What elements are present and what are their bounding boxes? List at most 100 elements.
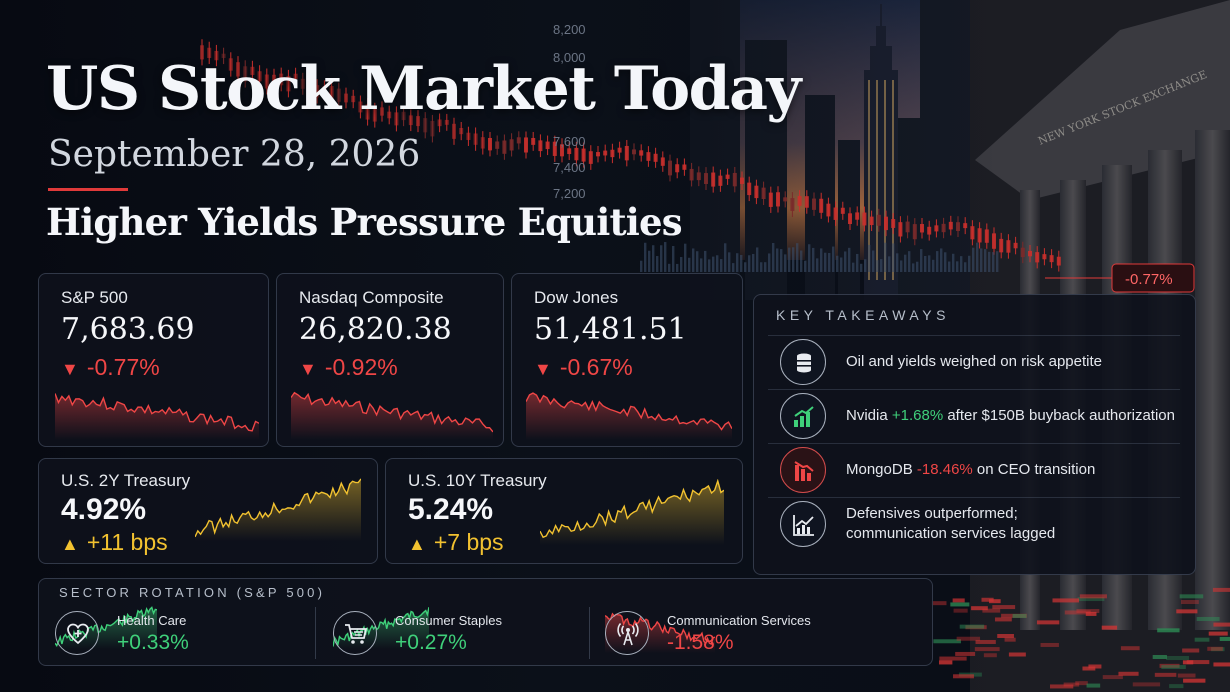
takeaway-item[interactable]: MongoDB -18.46% on CEO transition	[768, 443, 1180, 495]
accent-rule	[48, 188, 128, 191]
bg-volume-bar	[668, 263, 671, 272]
bg-candle	[416, 116, 420, 127]
index-name: Dow Jones	[534, 288, 619, 307]
takeaway-item[interactable]: Defensives outperformed; communication s…	[768, 497, 1180, 549]
sector-rotation-panel: SECTOR ROTATION (S&P 500) Health Care +0…	[38, 578, 933, 666]
sector-name: Consumer Staples	[395, 613, 502, 628]
bg-ticker-light	[1050, 684, 1074, 689]
bg-ticker-light	[994, 617, 1012, 622]
index-value: 7,683.69	[61, 312, 195, 347]
bg-ticker-light	[1077, 597, 1105, 602]
bg-ticker-light	[1207, 646, 1223, 651]
bg-candle	[819, 198, 824, 213]
treasury-card-10y[interactable]: U.S. 10Y Treasury 5.24% ▲ +7 bps	[385, 458, 743, 564]
bg-candle	[329, 86, 334, 101]
index-card-sp500[interactable]: S&P 500 7,683.69 ▼ -0.77%	[38, 273, 269, 447]
treasury-change-value: +11 bps	[86, 529, 168, 555]
bg-candle	[876, 214, 881, 226]
sector-divider	[589, 607, 590, 659]
treasury-name: U.S. 10Y Treasury	[408, 471, 547, 490]
sector-name: Communication Services	[667, 613, 811, 628]
bg-volume-bar	[944, 252, 947, 272]
bg-candle	[336, 88, 341, 102]
bg-candle	[704, 173, 708, 184]
bg-volume-bar	[744, 262, 747, 272]
treasury-card-2y[interactable]: U.S. 2Y Treasury 4.92% ▲ +11 bps	[38, 458, 378, 564]
down-arrow-icon: ▼	[534, 359, 552, 379]
bg-candle	[257, 71, 262, 82]
bg-candle	[509, 139, 514, 151]
bg-candle	[848, 213, 852, 225]
bg-volume-bar	[748, 255, 751, 272]
bg-volume-bar	[680, 257, 683, 272]
bg-ticker-light	[1219, 636, 1230, 641]
bg-ticker-light	[1159, 663, 1180, 668]
sector-item-consumer-staples[interactable]: Consumer Staples +0.27%	[332, 605, 583, 661]
bg-candle	[236, 62, 240, 77]
sparkline-area	[55, 393, 259, 440]
bg-candle	[358, 101, 363, 113]
bg-candle	[228, 58, 233, 71]
bg-candle	[1042, 254, 1047, 260]
bg-ticker-light	[1179, 594, 1204, 599]
down-arrow-icon: ▼	[61, 359, 79, 379]
bg-candle	[560, 144, 564, 157]
bg-ticker-light	[1075, 681, 1088, 686]
bg-volume-bar	[908, 251, 911, 272]
bg-candle	[617, 147, 622, 153]
bg-ticker-light	[1040, 642, 1059, 647]
bg-volume-bar	[960, 256, 963, 272]
bg-volume-bar	[764, 262, 767, 272]
subhead: Higher Yields Pressure Equities	[46, 200, 683, 244]
bg-candle	[956, 222, 960, 231]
bg-ticker-light	[992, 605, 1016, 610]
sector-value: -1.58%	[667, 631, 734, 654]
index-name: S&P 500	[61, 288, 128, 307]
takeaway-text-line: communication services lagged	[846, 525, 1056, 542]
takeaway-text-part: Nvidia	[846, 407, 892, 424]
bg-volume-bar	[904, 254, 907, 272]
bg-candle	[351, 95, 356, 103]
bg-candle	[941, 223, 946, 233]
bg-axis-label: 7,400	[553, 160, 586, 175]
index-card-nasdaq[interactable]: Nasdaq Composite 26,820.38 ▼ -0.92%	[276, 273, 504, 447]
index-card-dow[interactable]: Dow Jones 51,481.51 ▼ -0.67%	[511, 273, 743, 447]
bg-ticker-light	[953, 674, 974, 679]
bg-candle	[812, 198, 816, 210]
bg-candle	[768, 192, 773, 207]
bg-candle	[718, 175, 723, 186]
sector-item-health-care[interactable]: Health Care +0.33%	[54, 605, 315, 661]
bg-volume-bar	[716, 255, 719, 272]
bg-candle	[711, 172, 716, 187]
bg-candle	[1035, 252, 1040, 263]
bg-ticker-light	[983, 653, 997, 658]
bg-ticker-light	[1213, 662, 1230, 667]
bg-ticker-light	[1154, 672, 1177, 677]
takeaway-item[interactable]: Nvidia +1.68% after $150B buyback author…	[768, 389, 1180, 441]
bg-volume-bar	[972, 247, 975, 272]
bg-volume-bar	[788, 247, 791, 272]
bg-candle	[480, 137, 485, 149]
takeaway-text: MongoDB -18.46% on CEO transition	[846, 460, 1176, 480]
bg-ticker-light	[1161, 665, 1186, 670]
takeaway-item[interactable]: Oil and yields weighed on risk appetite	[768, 335, 1180, 387]
bg-volume-bar	[876, 260, 879, 272]
bg-candle	[394, 112, 399, 126]
sector-item-communication-services[interactable]: Communication Services -1.58%	[604, 605, 925, 661]
bg-volume-bar	[924, 256, 927, 272]
bg-candle	[315, 85, 320, 98]
bg-volume-bar	[672, 245, 675, 272]
bg-ticker-light	[1166, 656, 1190, 661]
bg-candle	[1013, 242, 1018, 249]
takeaway-highlight: +1.68%	[891, 407, 944, 424]
bg-candle	[495, 141, 500, 149]
bg-candle	[300, 78, 305, 89]
bg-candle	[840, 207, 845, 214]
sparkline-line	[55, 393, 259, 432]
bg-candle	[430, 120, 435, 137]
bg-ticker-light	[939, 656, 967, 661]
bg-candle	[905, 221, 910, 233]
bg-volume-bar	[996, 251, 999, 272]
bg-candle	[689, 168, 694, 181]
bg-candle	[682, 164, 687, 170]
